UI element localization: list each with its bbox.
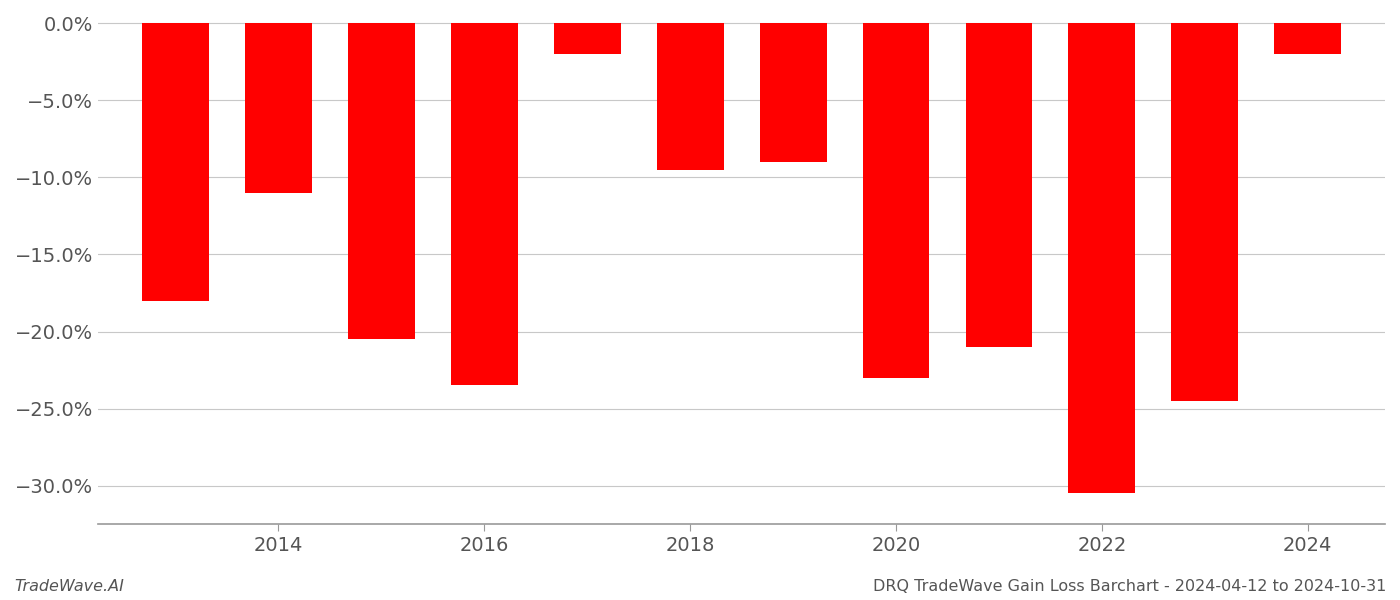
Bar: [554, 23, 620, 54]
Bar: [1172, 23, 1239, 401]
Bar: [966, 23, 1032, 347]
Bar: [760, 23, 826, 162]
Bar: [245, 23, 312, 193]
Text: TradeWave.AI: TradeWave.AI: [14, 579, 123, 594]
Bar: [451, 23, 518, 385]
Bar: [141, 23, 209, 301]
Bar: [347, 23, 414, 339]
Bar: [1274, 23, 1341, 54]
Bar: [862, 23, 930, 378]
Bar: [1068, 23, 1135, 493]
Bar: [657, 23, 724, 170]
Text: DRQ TradeWave Gain Loss Barchart - 2024-04-12 to 2024-10-31: DRQ TradeWave Gain Loss Barchart - 2024-…: [872, 579, 1386, 594]
